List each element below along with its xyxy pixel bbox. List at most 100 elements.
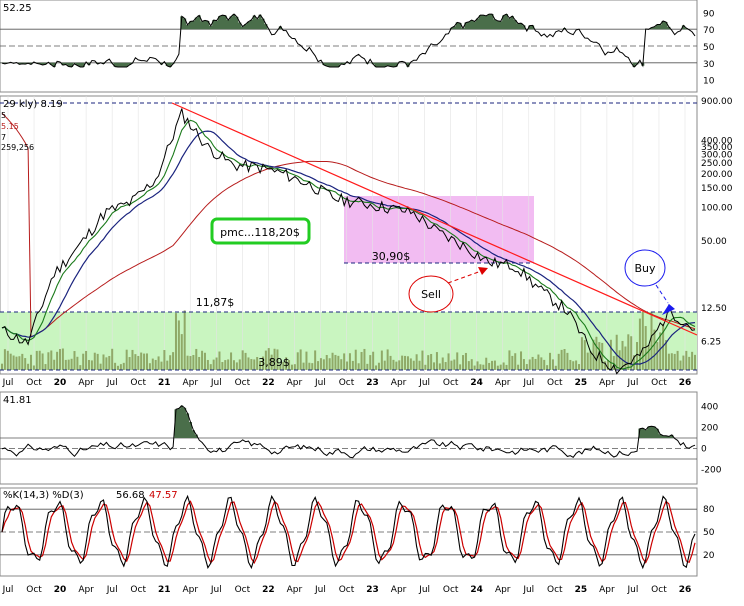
volume-bar [143, 353, 146, 370]
rsi-panel: 52.25 90 70 50 30 10 [0, 0, 715, 93]
volume-bar [398, 360, 401, 370]
volume-bar [319, 358, 322, 370]
volume-bar [441, 357, 444, 370]
volume-bar [87, 359, 90, 370]
price-x-tick-label: 22 [262, 378, 275, 388]
volume-bar [195, 348, 198, 370]
legend-fragment-1: 5 [1, 111, 6, 120]
volume-bar [644, 326, 647, 370]
volume-bar [58, 349, 61, 370]
volume-bar [467, 361, 470, 370]
price-x-axis: Jul Oct 20 Apr Jul Oct 21 Apr Jul Oct 22 Apr Jul Oct 2… [2, 378, 692, 388]
stochastic-x-tick-label: Apr [495, 585, 511, 595]
volume-bar [653, 329, 656, 370]
rsi-tick-label: 10 [703, 77, 715, 87]
volume-bar [488, 362, 491, 370]
price-tick-label: 400.00 [701, 136, 733, 146]
buy-callout [624, 249, 666, 287]
stochastic-x-tick-label: 23 [366, 585, 379, 595]
volume-bar [259, 360, 262, 370]
price-x-tick-label: Jul [522, 378, 534, 388]
price-header: 29 kly) 8.19 [3, 99, 63, 110]
volume-bar [311, 363, 314, 370]
volume-bar [232, 360, 235, 370]
cci-panel: 41.81 400 200 0 -200 [0, 391, 722, 485]
volume-bar [656, 342, 659, 370]
volume-bar [386, 349, 389, 370]
volume-bar [282, 361, 285, 370]
volume-bar [348, 353, 351, 370]
volume-bar [314, 350, 317, 370]
price-x-tick-label: Oct [26, 378, 42, 388]
volume-bar [482, 364, 485, 370]
volume-bar [444, 362, 447, 370]
volume-bar [163, 350, 166, 370]
price-x-tick-label: Oct [130, 378, 146, 388]
volume-bar [201, 350, 204, 370]
volume-bar [685, 350, 688, 370]
volume-bar [285, 357, 288, 370]
price-tick-label: 6.25 [701, 338, 721, 348]
stochastic-tick-label: 20 [703, 551, 715, 561]
volume-bar [264, 350, 267, 370]
volume-bar [140, 352, 143, 370]
volume-bar [470, 359, 473, 370]
volume-bar [105, 357, 108, 370]
volume-bar [528, 359, 531, 370]
volume-bar [485, 357, 488, 370]
volume-bar [447, 353, 450, 370]
stochastic-x-tick-label: Jul [418, 585, 430, 595]
price-tick-label: 100.00 [701, 203, 733, 213]
price-x-tick-label: Apr [391, 378, 407, 388]
volume-bar [267, 348, 270, 370]
volume-bar [53, 359, 56, 370]
volume-bar [186, 355, 189, 370]
buy-arrowhead [662, 304, 675, 315]
volume-bar [375, 365, 378, 370]
volume-bar [61, 348, 64, 370]
volume-bar [227, 359, 230, 370]
volume-bar [67, 359, 70, 370]
volume-bar [221, 362, 224, 370]
volume-bar [29, 354, 32, 370]
volume-bar [73, 351, 76, 370]
stochastic-x-tick-label: Apr [182, 585, 198, 595]
price-tick-label: 300.00 [701, 150, 733, 160]
volume-bar [290, 364, 293, 370]
pmc-label: pmc...118,20$ [220, 226, 300, 239]
volume-bar [85, 350, 88, 370]
volume-bar [70, 358, 73, 370]
volume-bar [119, 364, 122, 370]
volume-bar [15, 356, 18, 370]
volume-bar [241, 350, 244, 370]
stochastic-x-tick-label: Jul [314, 585, 326, 595]
price-x-tick-label: Apr [182, 378, 198, 388]
volume-bar [421, 350, 424, 370]
stochastic-k-line [1, 494, 696, 570]
volume-bar [453, 359, 456, 370]
volume-bar [630, 336, 633, 370]
volume-bar [128, 357, 131, 370]
price-tick-label: 150.00 [701, 184, 733, 194]
stochastic-x-tick-label: Oct [651, 585, 667, 595]
volume-bar [288, 360, 291, 370]
volume-bar [676, 350, 679, 370]
volume-bar [99, 363, 102, 370]
volume-bar [601, 342, 604, 370]
rsi-overbought-fill [180, 14, 688, 30]
price-x-tick-label: Oct [547, 378, 563, 388]
volume-bar [636, 341, 639, 370]
stochastic-x-tick-label: Apr [78, 585, 94, 595]
price-x-tick-label: Oct [443, 378, 459, 388]
volume-bar [476, 361, 479, 370]
volume-bar [496, 365, 499, 370]
volume-bar [624, 346, 627, 370]
volume-bar [198, 356, 201, 370]
volume-bar [595, 336, 598, 370]
volume-bar [79, 365, 82, 370]
volume-bar [102, 354, 105, 370]
volume-bar [366, 363, 369, 370]
ma-short-line [1, 119, 696, 370]
